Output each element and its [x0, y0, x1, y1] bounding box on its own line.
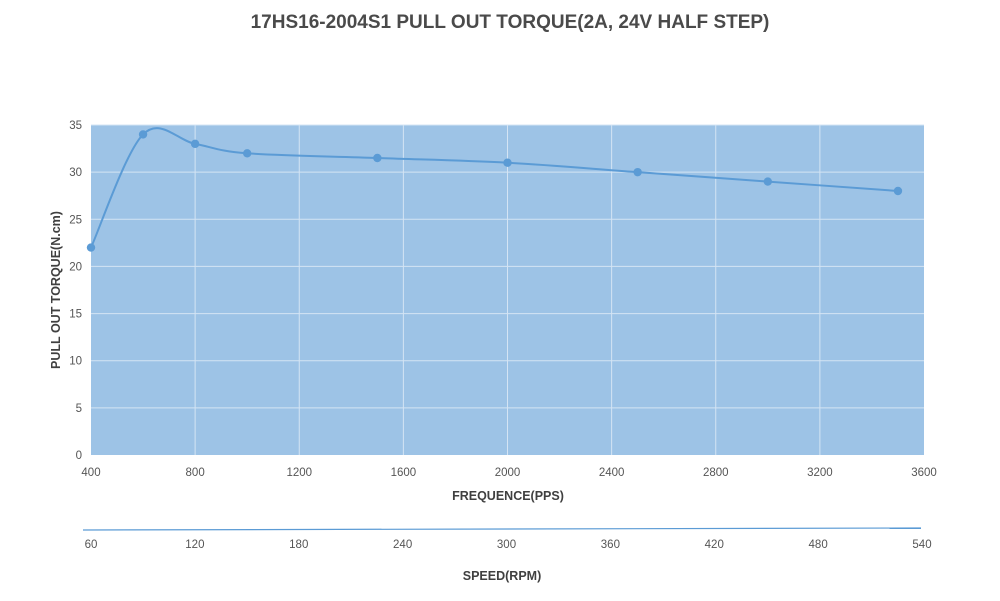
- data-point: [503, 158, 512, 167]
- y-tick-label: 35: [69, 120, 82, 132]
- y-tick-label: 30: [69, 167, 82, 179]
- series-line: [90, 127, 899, 248]
- y-tick-label: 25: [69, 214, 82, 226]
- x-tick-label: 2400: [599, 467, 625, 479]
- secondary-x-axis-ticks: 60 120 180 240 300 360 420 480 540: [85, 539, 932, 551]
- grid-lines: [91, 124, 924, 455]
- x-tick-label: 1600: [391, 467, 417, 479]
- data-point: [893, 186, 903, 196]
- y-tick-label: 10: [69, 356, 82, 368]
- data-point: [242, 149, 252, 158]
- data-point: [373, 153, 382, 163]
- data-point: [633, 167, 642, 177]
- secondary-axis-line: [82, 527, 922, 531]
- x-tick-label: 3200: [807, 467, 833, 479]
- secondary-x-tick-label: 540: [912, 539, 931, 551]
- y-tick-label: 5: [76, 403, 82, 415]
- secondary-x-axis-label: SPEED(RPM): [463, 569, 541, 583]
- x-axis-label: FREQUENCE(PPS): [452, 489, 564, 503]
- secondary-x-tick-label: 300: [497, 539, 516, 551]
- y-tick-label: 15: [69, 309, 82, 321]
- data-point: [763, 177, 773, 186]
- secondary-x-tick-label: 420: [705, 539, 724, 551]
- x-tick-label: 2000: [495, 467, 521, 479]
- secondary-x-tick-label: 60: [85, 539, 98, 551]
- secondary-x-tick-label: 240: [393, 539, 412, 551]
- x-tick-label: 400: [81, 467, 100, 479]
- x-tick-label: 3600: [911, 467, 937, 479]
- data-point: [138, 130, 148, 139]
- y-tick-label: 20: [69, 261, 82, 273]
- data-point: [86, 243, 96, 252]
- secondary-x-tick-label: 180: [289, 539, 308, 551]
- x-axis-ticks: 400 800 1200 1600 2000 2400 2800 3200 3600: [81, 467, 936, 479]
- series-layer: [86, 127, 903, 252]
- secondary-x-tick-label: 480: [809, 539, 828, 551]
- x-tick-label: 2800: [703, 467, 729, 479]
- chart-title: 17HS16-2004S1 PULL OUT TORQUE(2A, 24V HA…: [251, 12, 770, 33]
- data-point: [190, 139, 200, 149]
- y-tick-label: 0: [76, 450, 82, 462]
- x-tick-label: 800: [186, 467, 205, 479]
- x-tick-label: 1200: [286, 467, 312, 479]
- secondary-x-tick-label: 120: [185, 539, 204, 551]
- y-axis-ticks: 0 5 10 15 20 25 30 35: [69, 120, 82, 462]
- y-axis-label: PULL OUT TORQUE(N.cm): [49, 211, 63, 369]
- secondary-x-tick-label: 360: [601, 539, 620, 551]
